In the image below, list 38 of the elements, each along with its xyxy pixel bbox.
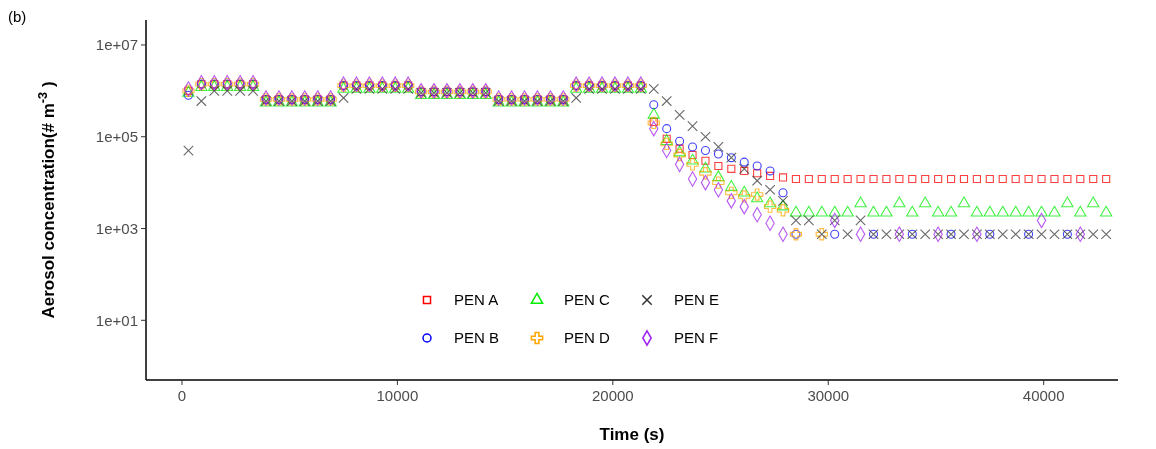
x-tick-label: 40000 [1022, 387, 1065, 404]
point [830, 229, 840, 239]
x-tick-label: 0 [177, 387, 187, 404]
point [183, 90, 193, 100]
point [713, 149, 723, 159]
point [662, 124, 672, 134]
legend-label: PEN E [674, 291, 720, 309]
x-tick-label: 30000 [807, 387, 850, 404]
y-tick-label: 1e+07 [95, 36, 138, 54]
x-tick-label: 20000 [591, 387, 634, 404]
point [738, 190, 751, 203]
point [776, 204, 790, 217]
point [725, 186, 738, 199]
point [649, 100, 659, 110]
point [739, 157, 749, 167]
point [700, 146, 710, 156]
y-tick-label: 1e+01 [95, 311, 138, 329]
legend-label: PEN F [674, 329, 719, 347]
y-tick-label: 1e+03 [95, 219, 138, 237]
point [752, 161, 762, 171]
x-tick-label: 10000 [376, 387, 419, 404]
legend-label: PEN B [454, 329, 500, 347]
point [765, 166, 775, 176]
legend-label: PEN D [564, 329, 611, 347]
point [686, 158, 699, 171]
point [673, 148, 686, 162]
y-tick-label: 1e+05 [95, 127, 138, 145]
point [675, 136, 685, 146]
point [712, 176, 725, 189]
point [660, 137, 673, 151]
point [688, 142, 698, 152]
text: (b) [8, 8, 27, 25]
point [763, 200, 777, 213]
point [778, 188, 788, 198]
legend-label: PEN A [454, 291, 499, 309]
legend-label: PEN C [564, 291, 611, 309]
x-axis-title: Time (s) [599, 425, 665, 444]
point [699, 167, 712, 180]
